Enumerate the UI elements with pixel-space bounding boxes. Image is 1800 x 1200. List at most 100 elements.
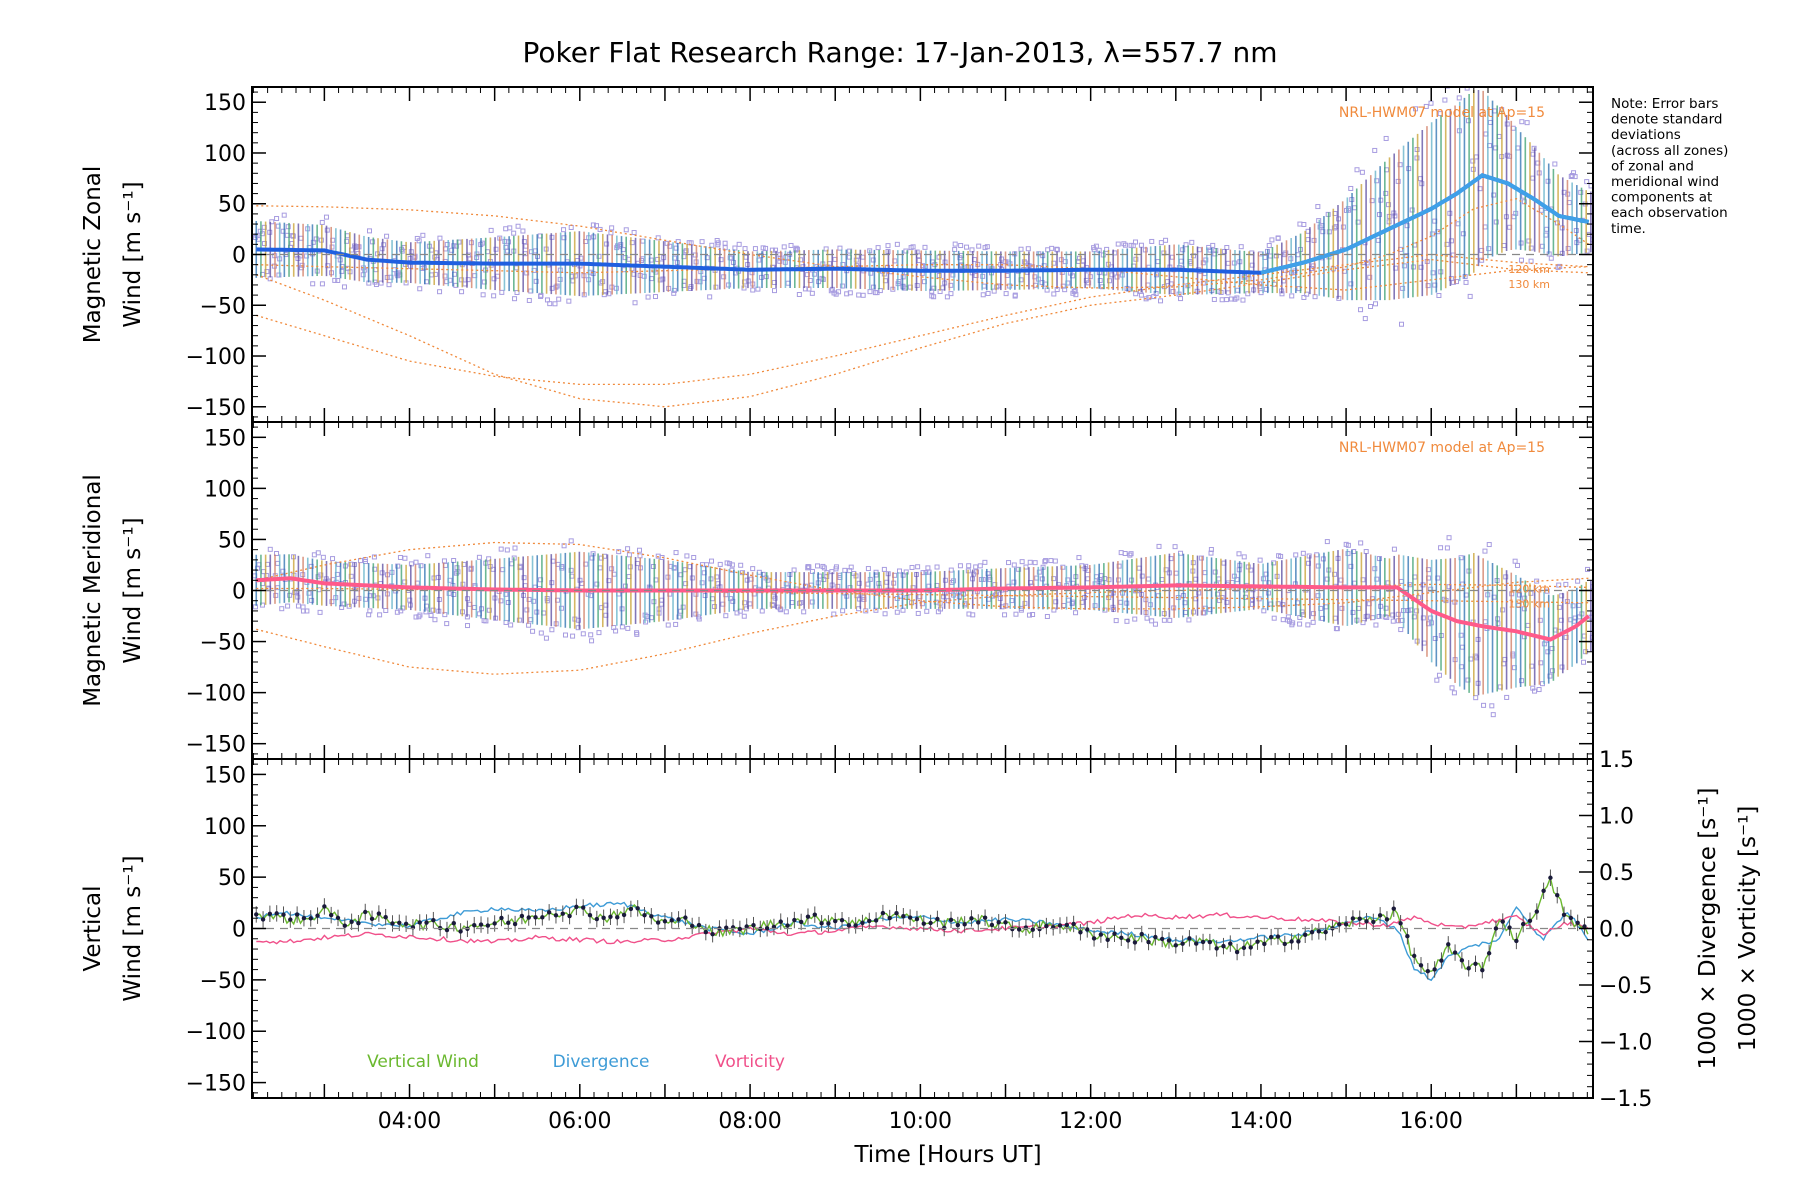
scatter-point <box>683 248 689 254</box>
y-tick-label: 150 <box>204 763 246 788</box>
scatter-point <box>1475 71 1479 75</box>
vertical-wind-point <box>873 918 879 923</box>
scatter-point <box>801 609 807 615</box>
scatter-point <box>650 563 656 569</box>
scatter-point <box>922 244 928 250</box>
scatter-point <box>1416 595 1422 601</box>
scatter-point <box>252 604 258 610</box>
scatter-point <box>717 561 723 567</box>
scatter-point <box>759 608 765 614</box>
scatter-point <box>974 569 980 575</box>
scatter-point <box>561 227 567 233</box>
scatter-point <box>664 240 670 246</box>
scatter-point <box>616 549 622 555</box>
scatter-point <box>274 216 280 222</box>
scatter-point <box>1018 607 1024 613</box>
scatter-point <box>1077 255 1083 261</box>
vertical-wind-point <box>254 912 259 917</box>
scatter-point <box>1132 239 1138 245</box>
scatter-point <box>459 289 465 295</box>
scatter-point <box>1372 301 1378 307</box>
scatter-point <box>750 287 756 293</box>
vertical-wind-point <box>928 920 933 926</box>
vertical-wind-point <box>649 914 654 919</box>
scatter-point <box>861 596 867 602</box>
scatter-point <box>835 583 841 589</box>
scatter-point <box>1518 257 1524 263</box>
note-line: time. <box>1611 221 1646 237</box>
scatter-point <box>481 618 487 624</box>
legend-entry: Vorticity <box>715 1052 785 1072</box>
scatter-point <box>330 556 336 562</box>
vertical-wind-point <box>363 909 368 915</box>
scatter-point <box>724 560 730 566</box>
scatter-point <box>783 609 789 615</box>
vertical-wind-point <box>1112 931 1117 936</box>
note-line: denote standard <box>1611 112 1722 128</box>
scatter-point <box>1438 545 1444 551</box>
scatter-point <box>446 590 452 596</box>
mean-wind-line-late <box>1260 173 1590 275</box>
vertical-wind-point <box>621 912 627 918</box>
scatter-point <box>558 605 564 611</box>
scatter-point <box>504 547 510 553</box>
scatter-point <box>730 598 736 604</box>
vertical-wind-point <box>1221 943 1226 949</box>
vertical-wind-point <box>914 916 920 922</box>
scatter-point <box>1300 550 1306 556</box>
divergence-axis-label: 1000 × Divergence [s⁻¹] <box>1695 787 1721 1069</box>
scatter-point <box>444 621 450 627</box>
scatter-point <box>397 554 403 560</box>
vertical-wind-point <box>1071 921 1076 927</box>
scatter-point <box>1398 627 1404 633</box>
vertical-wind-point <box>1534 909 1540 914</box>
scatter-point <box>1348 281 1354 287</box>
scatter-point <box>625 546 631 552</box>
vertical-wind-point <box>1207 939 1213 945</box>
scatter-point <box>319 281 325 287</box>
scatter-point <box>1570 603 1576 609</box>
scatter-point <box>1585 566 1591 572</box>
vertical-wind-point <box>1377 913 1383 918</box>
vertical-wind-point <box>322 904 327 909</box>
scatter-point <box>1143 296 1149 302</box>
vertical-wind-point <box>798 919 804 925</box>
scatter-point <box>384 233 390 239</box>
vertical-wind-point <box>581 905 586 910</box>
scatter-point <box>1368 303 1374 309</box>
y-axis-label: Wind [m s⁻¹] <box>120 855 146 1001</box>
scatter-point <box>508 622 514 628</box>
scatter-point <box>652 294 658 300</box>
scatter-point <box>809 568 815 574</box>
scatter-point <box>1186 617 1192 623</box>
scatter-point <box>1013 611 1019 617</box>
vertical-wind-point <box>431 917 436 923</box>
vertical-wind-point <box>1268 934 1274 940</box>
scatter-point <box>1310 619 1316 625</box>
scatter-point <box>1367 274 1373 280</box>
scatter-point <box>465 277 471 283</box>
scatter-point <box>1203 257 1209 263</box>
scatter-point <box>1436 672 1442 678</box>
vertical-wind-point <box>737 926 743 932</box>
scatter-point <box>1584 179 1590 185</box>
vertical-wind-point <box>1173 943 1179 948</box>
scatter-point <box>1545 649 1551 655</box>
scatter-point <box>279 606 285 612</box>
x-axis-label: Time [Hours UT] <box>853 1142 1041 1168</box>
scatter-point <box>511 230 517 236</box>
scatter-point <box>1154 272 1160 278</box>
scatter-point <box>1490 712 1496 718</box>
vertical-wind-point <box>1466 966 1471 971</box>
scatter-point <box>673 621 679 627</box>
scatter-point <box>441 558 447 564</box>
scatter-point <box>1289 293 1295 299</box>
vertical-wind-point <box>1275 934 1281 939</box>
scatter-point <box>1305 622 1311 628</box>
y-tick-label: −100 <box>186 682 246 707</box>
scatter-point <box>684 553 690 559</box>
vertical-wind-point <box>1078 930 1083 935</box>
scatter-point <box>1451 690 1457 696</box>
scatter-point <box>1280 617 1286 623</box>
vertical-wind-point <box>587 913 593 918</box>
